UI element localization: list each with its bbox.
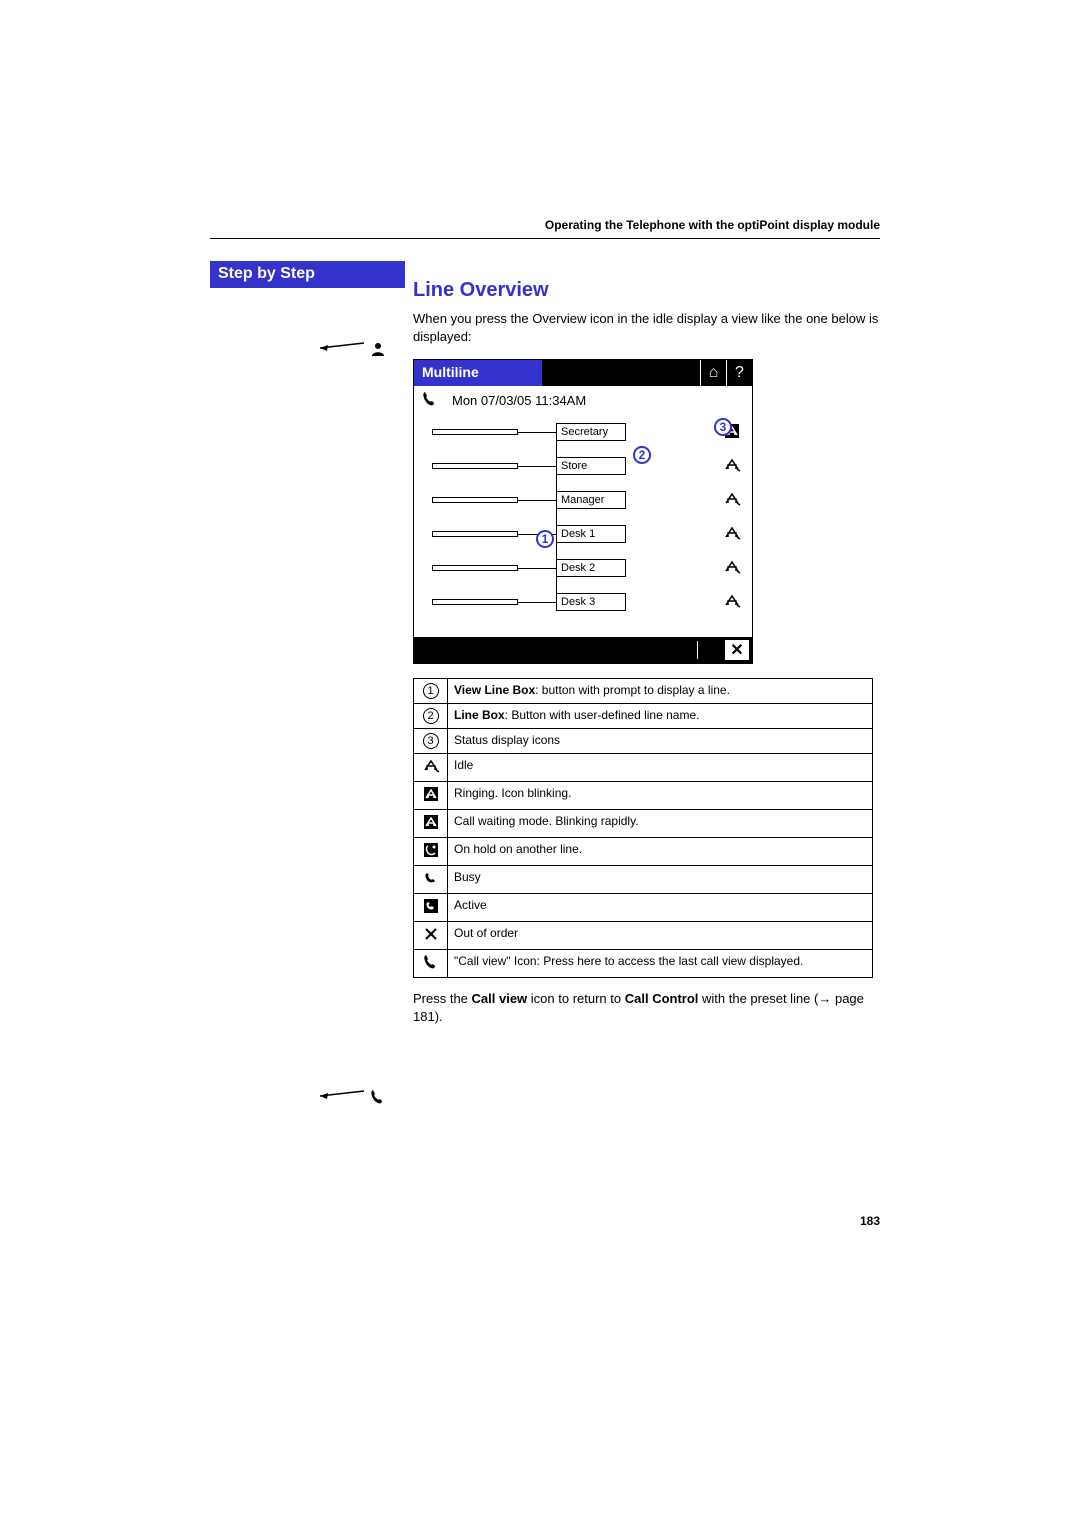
- intro-text: When you press the Overview icon in the …: [413, 310, 880, 345]
- view-line-button[interactable]: [432, 429, 518, 435]
- table-row: "Call view" Icon: Press here to access t…: [414, 950, 873, 978]
- help-icon[interactable]: ?: [726, 360, 752, 386]
- display-title: Multiline: [414, 360, 542, 386]
- datetime-text: Mon 07/03/05 11:34AM: [452, 393, 586, 408]
- view-line-button[interactable]: [432, 599, 518, 605]
- table-row: 2 Line Box: Button with user-defined lin…: [414, 704, 873, 729]
- status-hold-icon: [414, 838, 448, 866]
- line-row: Desk 3: [414, 585, 752, 619]
- status-text: Out of order: [448, 922, 873, 950]
- legend-table: 1 View Line Box: button with prompt to d…: [413, 678, 873, 978]
- line-name-button[interactable]: Manager: [556, 491, 626, 509]
- view-line-button[interactable]: [432, 497, 518, 503]
- table-row: Active: [414, 894, 873, 922]
- callout-ref-1: 1: [423, 683, 439, 699]
- step-by-step-banner: Step by Step: [210, 261, 405, 288]
- callout-3: 3: [714, 418, 732, 436]
- status-header: Status display icons: [448, 729, 873, 754]
- touch-pointer-icon: [320, 1088, 390, 1106]
- handset-icon[interactable]: [422, 391, 442, 410]
- status-ringing-icon: [414, 782, 448, 810]
- legend-bold: Line Box: [454, 708, 505, 722]
- status-text: Active: [448, 894, 873, 922]
- line-row: Secretary: [414, 415, 752, 449]
- outro-text: Press the Call view icon to return to Ca…: [413, 990, 880, 1025]
- status-waiting-icon: [414, 810, 448, 838]
- running-header: Operating the Telephone with the optiPoi…: [210, 218, 880, 239]
- callout-1: 1: [536, 530, 554, 548]
- status-text: Call waiting mode. Blinking rapidly.: [448, 810, 873, 838]
- line-name-button[interactable]: Secretary: [556, 423, 626, 441]
- status-idle-icon: [722, 455, 744, 477]
- touch-pointer-icon: [320, 340, 390, 358]
- status-text: On hold on another line.: [448, 838, 873, 866]
- view-line-button[interactable]: [432, 531, 518, 537]
- table-row: 1 View Line Box: button with prompt to d…: [414, 679, 873, 704]
- status-text: Busy: [448, 866, 873, 894]
- status-idle-icon: [722, 523, 744, 545]
- section-heading: Line Overview: [413, 279, 880, 302]
- callview-legend: "Call view" Icon: Press here to access t…: [448, 950, 873, 978]
- phone-display: Multiline ⌂ ? Mon 07/03/05 11:34AM Secre…: [413, 359, 753, 664]
- status-idle-icon: [414, 754, 448, 782]
- view-line-button[interactable]: [432, 463, 518, 469]
- table-row: Busy: [414, 866, 873, 894]
- status-idle-icon: [722, 557, 744, 579]
- handset-icon: [423, 954, 439, 970]
- line-name-button[interactable]: Desk 1: [556, 525, 626, 543]
- home-icon[interactable]: ⌂: [700, 360, 726, 386]
- table-row: Idle: [414, 754, 873, 782]
- table-row: Ringing. Icon blinking.: [414, 782, 873, 810]
- line-row: Manager: [414, 483, 752, 517]
- status-active-icon: [414, 894, 448, 922]
- display-bottom-bar: ✕: [414, 637, 752, 663]
- line-row: Store: [414, 449, 752, 483]
- legend-text: : Button with user-defined line name.: [505, 708, 700, 722]
- table-row: 3 Status display icons: [414, 729, 873, 754]
- table-row: On hold on another line.: [414, 838, 873, 866]
- status-busy-icon: [414, 866, 448, 894]
- legend-bold: View Line Box: [454, 683, 535, 697]
- status-idle-icon: [722, 591, 744, 613]
- callout-2: 2: [633, 446, 651, 464]
- callout-ref-2: 2: [423, 708, 439, 724]
- sidebar: Step by Step: [210, 261, 405, 1188]
- page-number: 183: [860, 1214, 880, 1228]
- legend-text: : button with prompt to display a line.: [535, 683, 730, 697]
- status-text: Idle: [448, 754, 873, 782]
- table-row: Call waiting mode. Blinking rapidly.: [414, 810, 873, 838]
- line-row: Desk 1: [414, 517, 752, 551]
- status-idle-icon: [722, 489, 744, 511]
- view-line-button[interactable]: [432, 565, 518, 571]
- callout-ref-3: 3: [423, 733, 439, 749]
- line-name-button[interactable]: Desk 2: [556, 559, 626, 577]
- close-icon[interactable]: ✕: [724, 639, 750, 661]
- line-row: Desk 2: [414, 551, 752, 585]
- status-out-icon: [414, 922, 448, 950]
- table-row: Out of order: [414, 922, 873, 950]
- line-name-button[interactable]: Store: [556, 457, 626, 475]
- status-text: Ringing. Icon blinking.: [448, 782, 873, 810]
- line-name-button[interactable]: Desk 3: [556, 593, 626, 611]
